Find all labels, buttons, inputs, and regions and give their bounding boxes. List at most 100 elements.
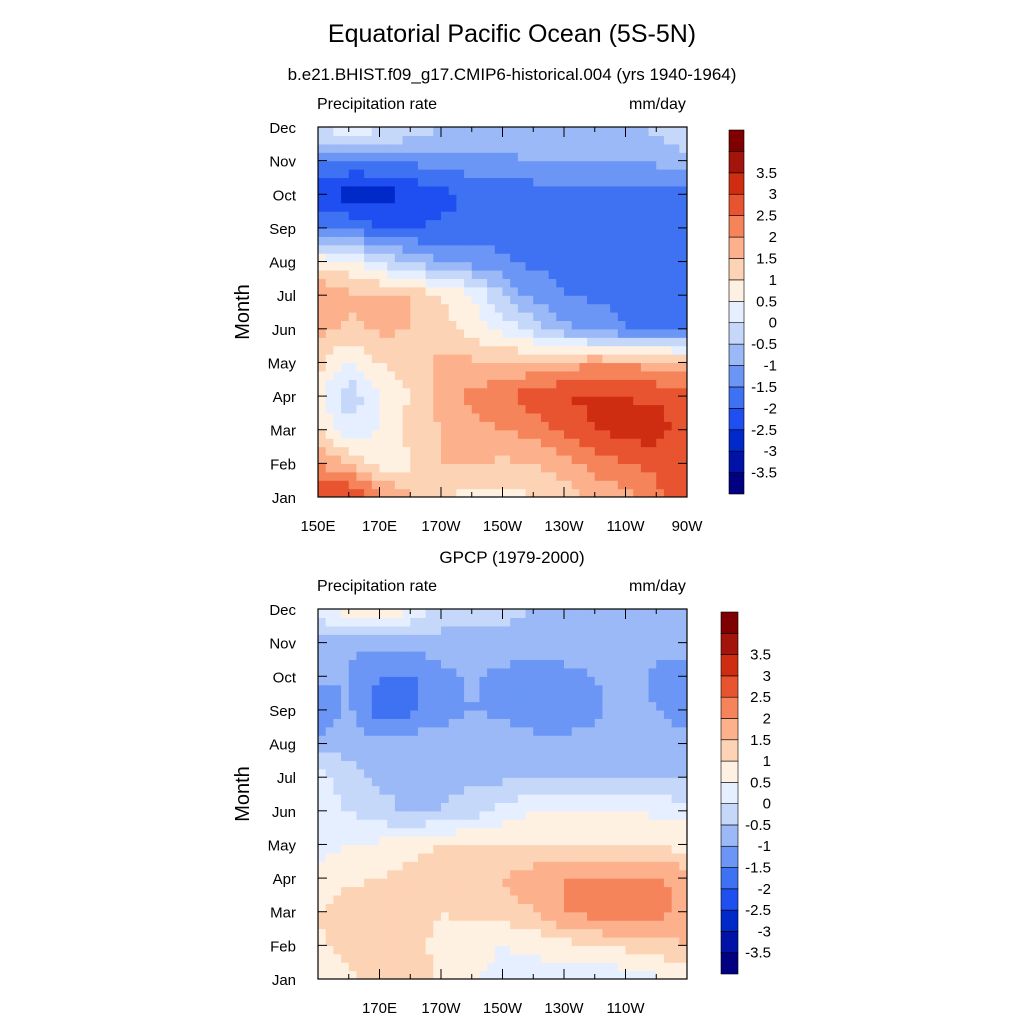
contour-cell (333, 836, 342, 846)
contour-cell (640, 303, 650, 313)
contour-cell (648, 852, 657, 862)
contour-cell (502, 878, 511, 888)
contour-cell (540, 429, 550, 439)
contour-cell (679, 177, 687, 187)
contour-cell (517, 295, 527, 305)
contour-cell (494, 438, 504, 448)
colorbar-box (728, 429, 745, 452)
contour-cell (564, 768, 573, 778)
contour-cell (579, 693, 588, 703)
contour-cell (671, 609, 680, 619)
contour-cell (663, 211, 673, 221)
contour-cell (441, 463, 450, 473)
contour-cell (517, 471, 527, 481)
contour-cell (356, 446, 365, 456)
contour-cell (602, 387, 611, 397)
contour-cell (448, 278, 457, 288)
colorbar-box (720, 739, 739, 762)
contour-cell (556, 278, 565, 288)
contour-cell (394, 634, 404, 644)
contour-cell (471, 659, 481, 669)
contour-cell (663, 227, 673, 237)
contour-cell (402, 152, 411, 162)
contour-cell (341, 667, 350, 677)
contour-cell (425, 701, 434, 711)
contour-cell (417, 354, 427, 364)
contour-cell (494, 735, 504, 745)
contour-cell (471, 903, 481, 913)
contour-cell (633, 143, 642, 153)
contour-cell (433, 962, 442, 972)
contour-cell (356, 261, 365, 271)
contour-cell (448, 852, 457, 862)
contour-cell (318, 253, 327, 263)
contour-cell (564, 844, 573, 854)
contour-cell (471, 810, 481, 820)
contour-cell (617, 836, 627, 846)
contour-cell (410, 878, 419, 888)
contour-cell (533, 684, 542, 694)
contour-cell (471, 852, 481, 862)
contour-cell (471, 320, 481, 330)
contour-cell (364, 185, 373, 195)
contour-cell (402, 886, 411, 896)
contour-cell (356, 760, 365, 770)
contour-cell (564, 617, 573, 627)
contour-cell (433, 659, 442, 669)
contour-cell (394, 480, 404, 490)
colorbar-box (728, 472, 745, 495)
contour-cell (533, 625, 542, 635)
contour-cell (425, 370, 434, 380)
contour-cell (379, 634, 388, 644)
contour-cell (341, 634, 350, 644)
contour-cell (548, 962, 557, 972)
contour-cell (333, 211, 342, 221)
contour-cell (587, 404, 596, 414)
contour-cell (502, 328, 511, 338)
contour-cell (425, 312, 434, 322)
contour-cell (433, 684, 442, 694)
contour-cell (487, 379, 496, 389)
contour-cell (525, 185, 534, 195)
contour-cell (494, 312, 504, 322)
contour-cell (679, 920, 687, 930)
contour-cell (425, 345, 434, 355)
contour-cell (579, 286, 588, 296)
contour-cell (602, 404, 611, 414)
contour-cell (525, 718, 534, 728)
contour-cell (617, 794, 627, 804)
contour-cell (533, 911, 542, 921)
contour-cell (464, 953, 473, 963)
contour-cell (494, 278, 504, 288)
contour-cell (625, 244, 634, 254)
contour-cell (602, 836, 611, 846)
contour-cell (548, 768, 557, 778)
contour-cell (671, 471, 680, 481)
contour-cell (394, 303, 404, 313)
contour-cell (333, 894, 342, 904)
contour-cell (610, 869, 619, 879)
contour-cell (579, 886, 588, 896)
contour-cell (471, 219, 481, 229)
contour-cell (533, 438, 542, 448)
contour-cell (648, 701, 657, 711)
contour-cell (371, 194, 381, 204)
contour-cell (548, 625, 557, 635)
contour-cell (441, 295, 450, 305)
contour-cell (441, 328, 450, 338)
contour-cell (579, 827, 588, 837)
contour-cell (341, 726, 350, 736)
contour-cell (341, 177, 350, 187)
contour-cell (456, 953, 465, 963)
contour-cell (679, 286, 687, 296)
contour-cell (587, 227, 596, 237)
contour-cell (456, 194, 465, 204)
contour-cell (617, 684, 627, 694)
contour-cell (479, 659, 488, 669)
contour-cell (525, 878, 534, 888)
contour-cell (510, 718, 519, 728)
contour-cell (640, 844, 650, 854)
contour-cell (433, 412, 442, 422)
contour-cell (464, 169, 473, 179)
contour-cell (602, 810, 611, 820)
